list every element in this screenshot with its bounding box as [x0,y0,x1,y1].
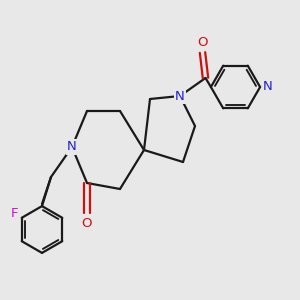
Text: F: F [11,207,18,220]
Text: N: N [67,140,77,154]
Text: O: O [82,217,92,230]
Text: O: O [197,35,208,49]
Text: N: N [175,89,185,103]
Text: N: N [263,80,272,94]
